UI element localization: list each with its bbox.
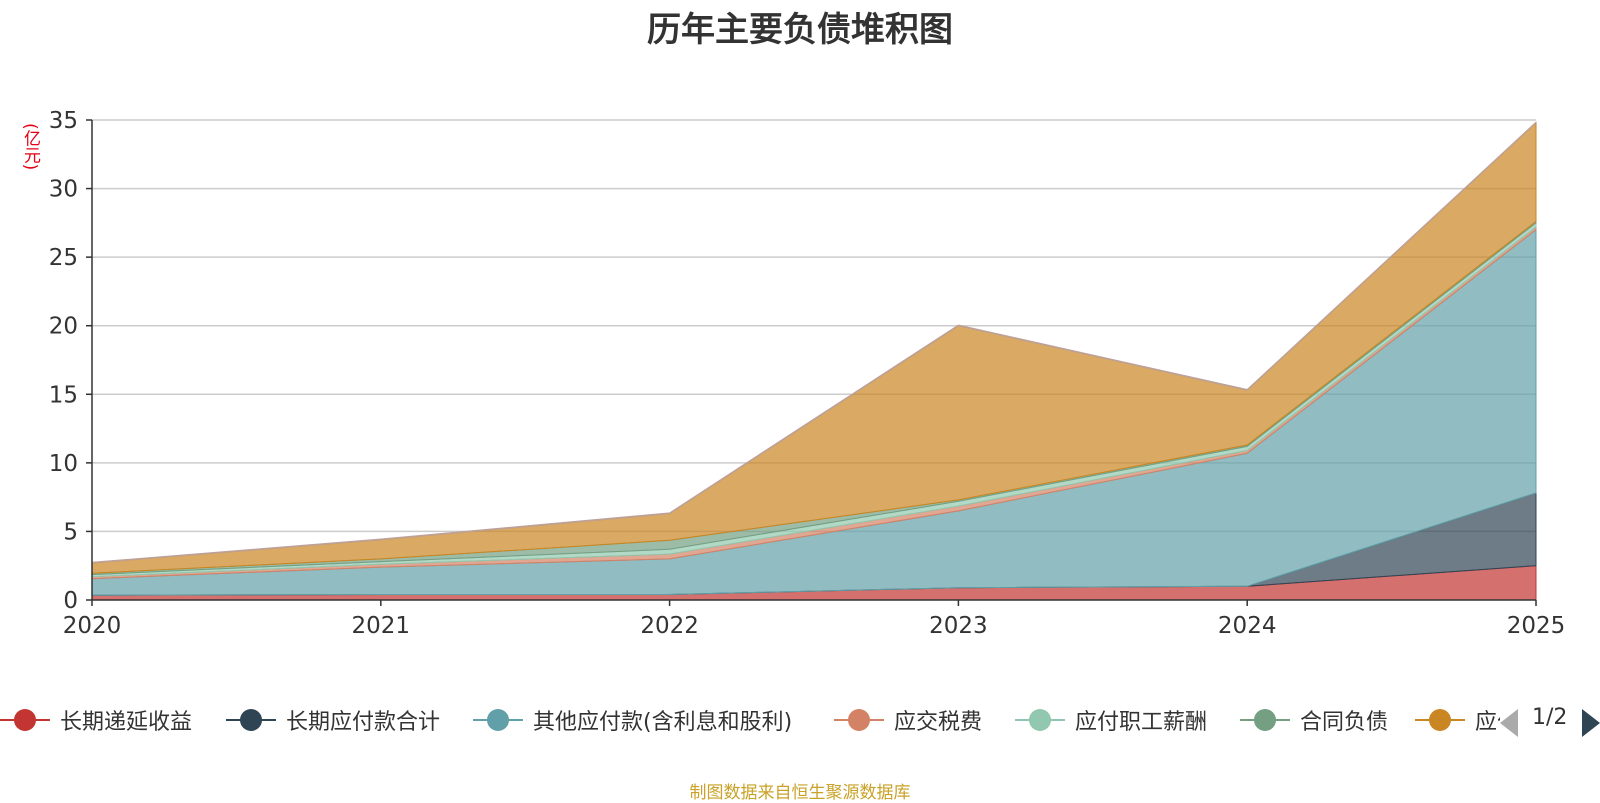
y-tick-label: 35 [49, 108, 78, 134]
legend-item[interactable]: 长期应付款合计 [226, 700, 440, 740]
x-tick-label: 2021 [352, 613, 411, 639]
legend-item[interactable]: 应付账款 [1415, 700, 1500, 740]
legend-label: 其他应付款(含利息和股利) [533, 710, 793, 735]
y-tick-label: 0 [63, 588, 78, 614]
legend: 长期递延收益 长期应付款合计 其他应付款(含利息和股利) 应交税费 应付职工薪酬 合同负债… [0, 700, 1500, 740]
x-tick-label: 2020 [63, 613, 122, 639]
source-note: 制图数据来自恒生聚源数据库 [689, 783, 911, 803]
y-tick-label: 30 [49, 177, 78, 203]
legend-label: 长期应付款合计 [286, 710, 441, 735]
legend-label: 合同负债 [1300, 710, 1389, 735]
legend-item[interactable]: 其他应付款(含利息和股利) [473, 700, 792, 740]
y-axis-unit-label: (亿元) [20, 123, 40, 171]
y-tick-label: 25 [49, 245, 78, 271]
legend-item[interactable]: 合同负债 [1240, 700, 1388, 740]
legend-page-indicator: 1/2 [1532, 705, 1568, 730]
x-tick-label: 2025 [1507, 613, 1566, 639]
area-series-group [91, 120, 1537, 601]
area-series [91, 228, 1537, 596]
chart-title: 历年主要负债堆积图 [647, 10, 953, 50]
legend-label: 应付账款 [1475, 710, 1500, 735]
legend-marker-icon [0, 700, 50, 740]
x-tick-label: 2022 [640, 613, 699, 639]
y-tick-label: 10 [49, 451, 78, 477]
x-tick-label: 2023 [929, 613, 988, 639]
legend-item[interactable]: 应付职工薪酬 [1015, 700, 1207, 740]
legend-marker-icon [1415, 700, 1465, 740]
legend-item[interactable]: 长期递延收益 [0, 700, 192, 740]
legend-pager: 1/2 [1500, 700, 1600, 740]
legend-next-page-icon[interactable] [1582, 709, 1600, 737]
legend-item[interactable]: 应交税费 [834, 700, 982, 740]
y-tick-label: 20 [49, 314, 78, 340]
y-tick-label: 15 [49, 382, 78, 408]
legend-label: 应付职工薪酬 [1075, 710, 1208, 735]
area-series [91, 120, 1537, 564]
legend-marker-icon [834, 700, 884, 740]
y-tick-label: 5 [63, 519, 78, 545]
legend-prev-page-icon[interactable] [1500, 709, 1518, 737]
x-tick-label: 2024 [1218, 613, 1277, 639]
legend-label: 长期递延收益 [60, 710, 193, 735]
legend-marker-icon [473, 700, 523, 740]
legend-marker-icon [1015, 700, 1065, 740]
legend-marker-icon [1240, 700, 1290, 740]
legend-label: 应交税费 [894, 710, 983, 735]
legend-marker-icon [226, 700, 276, 740]
